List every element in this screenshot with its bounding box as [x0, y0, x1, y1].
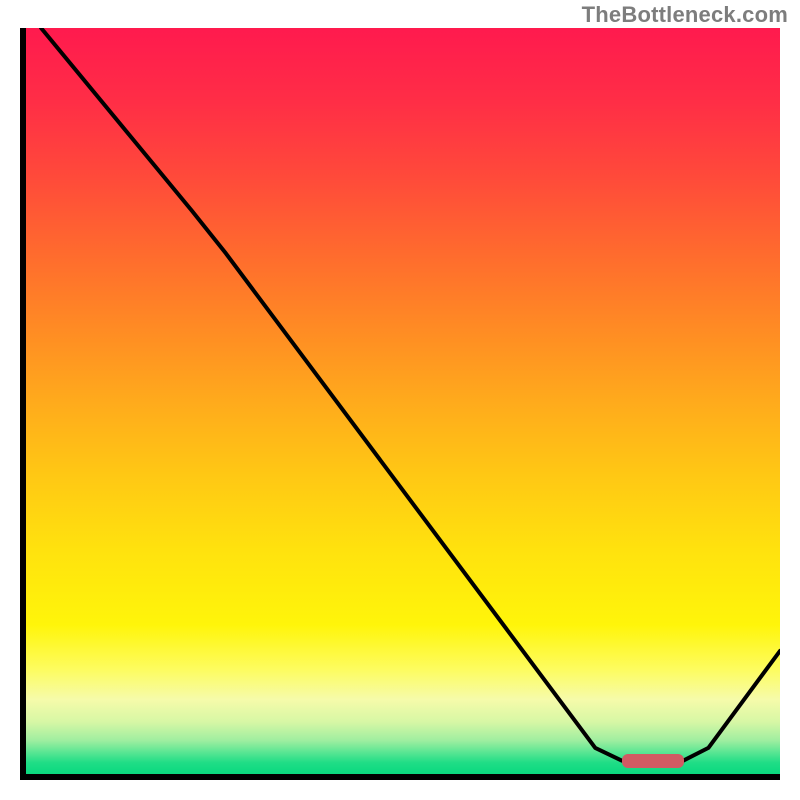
watermark: TheBottleneck.com: [582, 2, 788, 28]
chart-svg: [20, 28, 780, 780]
chart-plot-area: [20, 28, 780, 780]
datapoint-marker: [622, 754, 685, 768]
